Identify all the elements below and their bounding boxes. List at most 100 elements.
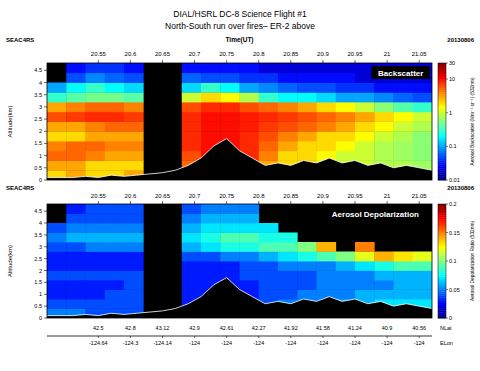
frame: [47, 204, 432, 318]
cell: [86, 252, 106, 262]
cell: [355, 280, 375, 290]
x-tick-label: 20.75: [219, 193, 235, 199]
cell: [278, 131, 298, 141]
cell: [220, 214, 240, 224]
x-tick-label: 20.65: [155, 193, 171, 199]
cell: [105, 122, 125, 132]
location-tick: [419, 336, 420, 338]
source: SEAC4RS: [6, 185, 34, 191]
cell: [182, 252, 202, 262]
cell: [66, 233, 86, 243]
cell: [66, 83, 86, 93]
cell: [394, 112, 414, 122]
cell: [240, 252, 260, 262]
cell: [355, 261, 375, 271]
x-tick: [194, 201, 195, 204]
cell: [297, 280, 317, 290]
cell: [336, 63, 356, 73]
cell: [317, 280, 337, 290]
cell: [220, 92, 240, 102]
cell: [278, 233, 298, 243]
cell: [182, 214, 202, 224]
cell: [374, 280, 394, 290]
cell: [105, 73, 125, 83]
lat-label: 42.61: [220, 325, 234, 331]
cell: [240, 83, 260, 93]
colorbar-frame: [438, 63, 446, 180]
y-tick: [44, 119, 47, 120]
cell: [278, 141, 298, 151]
location-tick: [322, 336, 323, 338]
cell: [105, 271, 125, 281]
cell: [259, 83, 279, 93]
cell: [86, 63, 106, 73]
y-tick-label: 2.5: [34, 256, 42, 262]
cell: [278, 261, 298, 271]
y-tick: [44, 70, 47, 71]
x-tick-label: 20.95: [347, 193, 363, 199]
cell: [105, 141, 125, 151]
cell: [201, 214, 221, 224]
y-tick-label: 0.5: [34, 165, 42, 171]
cell: [374, 102, 394, 112]
cell: [66, 102, 86, 112]
colorbar-tick: [446, 79, 448, 80]
cell: [201, 223, 221, 233]
cell: [86, 299, 106, 309]
cell: [220, 63, 240, 73]
cell: [259, 290, 279, 300]
y-tick: [44, 211, 47, 212]
y-axis-label: Altitude(km): [7, 105, 13, 137]
cell: [105, 112, 125, 122]
cell: [124, 112, 144, 122]
cell: [278, 122, 298, 132]
cell: [278, 112, 298, 122]
x-tick: [419, 60, 420, 63]
cell: [66, 280, 86, 290]
no-data: [47, 204, 432, 318]
x-tick: [322, 201, 323, 204]
cell: [355, 122, 375, 132]
cell: [124, 63, 144, 73]
cell: [66, 92, 86, 102]
cell: [124, 214, 144, 224]
cell: [220, 242, 240, 252]
x-tick: [226, 201, 227, 204]
panel-tag: Aerosol Depolarization: [332, 210, 419, 219]
y-tick-label: 3.5: [34, 232, 42, 238]
y-tick: [44, 106, 47, 107]
y-tick-label: 1.5: [34, 140, 42, 146]
cell: [66, 223, 86, 233]
lon-label: -124: [317, 340, 328, 346]
cell: [86, 131, 106, 141]
cell: [413, 131, 432, 141]
cell: [317, 63, 337, 73]
cell: [336, 112, 356, 122]
cell: [86, 92, 106, 102]
y-tick-label: 3: [39, 244, 42, 250]
cell: [124, 83, 144, 93]
colorbar-label: Aerosol Depolarization Ratio (532nm): [470, 221, 475, 301]
colorbar-tick: [446, 261, 448, 262]
cell: [86, 151, 106, 161]
cell: [124, 280, 144, 290]
cell: [278, 271, 298, 281]
y-tick: [44, 180, 47, 181]
cell: [66, 261, 86, 271]
cell: [105, 204, 125, 214]
x-tick: [226, 60, 227, 63]
cell: [240, 73, 260, 83]
lat-label: 42.9: [189, 325, 200, 331]
cell: [297, 131, 317, 141]
cell: [317, 122, 337, 132]
lon-label: -124: [285, 340, 296, 346]
colorbar-tick: [446, 204, 448, 205]
cell: [355, 141, 375, 151]
cell: [66, 112, 86, 122]
cell: [259, 151, 279, 161]
cell: [317, 252, 337, 262]
colorbar-tick-label: 0.01: [449, 177, 460, 183]
cell: [182, 102, 202, 112]
location-axis: [47, 336, 432, 337]
cell: [297, 141, 317, 151]
